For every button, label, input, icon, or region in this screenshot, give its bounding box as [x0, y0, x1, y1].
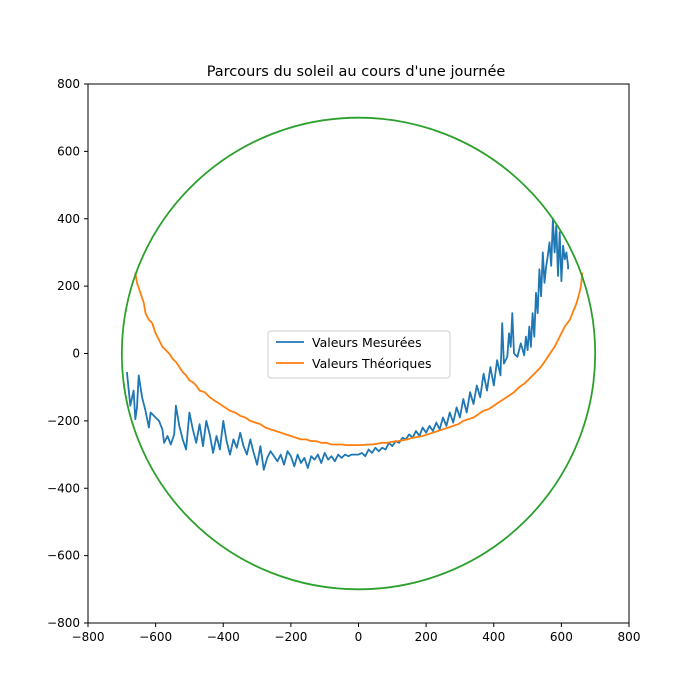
- legend-label-measured: Valeurs Mesurées: [312, 335, 422, 350]
- x-tick-label: 200: [415, 630, 438, 644]
- legend-label-theoretical: Valeurs Théoriques: [312, 356, 432, 371]
- chart-title: Parcours du soleil au cours d'une journé…: [207, 64, 506, 80]
- series-circle: [120, 116, 597, 591]
- y-tick-label: 0: [72, 347, 80, 361]
- y-tick-label: −400: [47, 481, 80, 495]
- y-tick-label: −800: [47, 616, 80, 630]
- x-tick-label: 400: [482, 630, 505, 644]
- y-tick-label: 200: [57, 279, 80, 293]
- x-axis: −800 −600 −400 −200 0 200 400 600 800: [72, 623, 641, 644]
- y-tick-label: 800: [57, 77, 80, 91]
- x-tick-label: −800: [72, 630, 105, 644]
- x-tick-label: −200: [274, 630, 307, 644]
- y-tick-label: 400: [57, 212, 80, 226]
- x-tick-label: 0: [355, 630, 363, 644]
- series-layer: [120, 116, 597, 591]
- legend: Valeurs Mesurées Valeurs Théoriques: [267, 330, 451, 379]
- y-tick-label: −200: [47, 414, 80, 428]
- y-tick-label: −600: [47, 549, 80, 563]
- x-tick-label: −400: [207, 630, 240, 644]
- series-line-theoretical: [134, 272, 584, 447]
- legend-box: [267, 330, 451, 379]
- x-tick-label: 600: [550, 630, 573, 644]
- x-tick-label: 800: [618, 630, 641, 644]
- x-tick-label: −600: [139, 630, 172, 644]
- y-tick-label: 600: [57, 144, 80, 158]
- series-line-measured: [126, 217, 569, 471]
- y-axis: −800 −600 −400 −200 0 200 400 600 800: [47, 77, 88, 630]
